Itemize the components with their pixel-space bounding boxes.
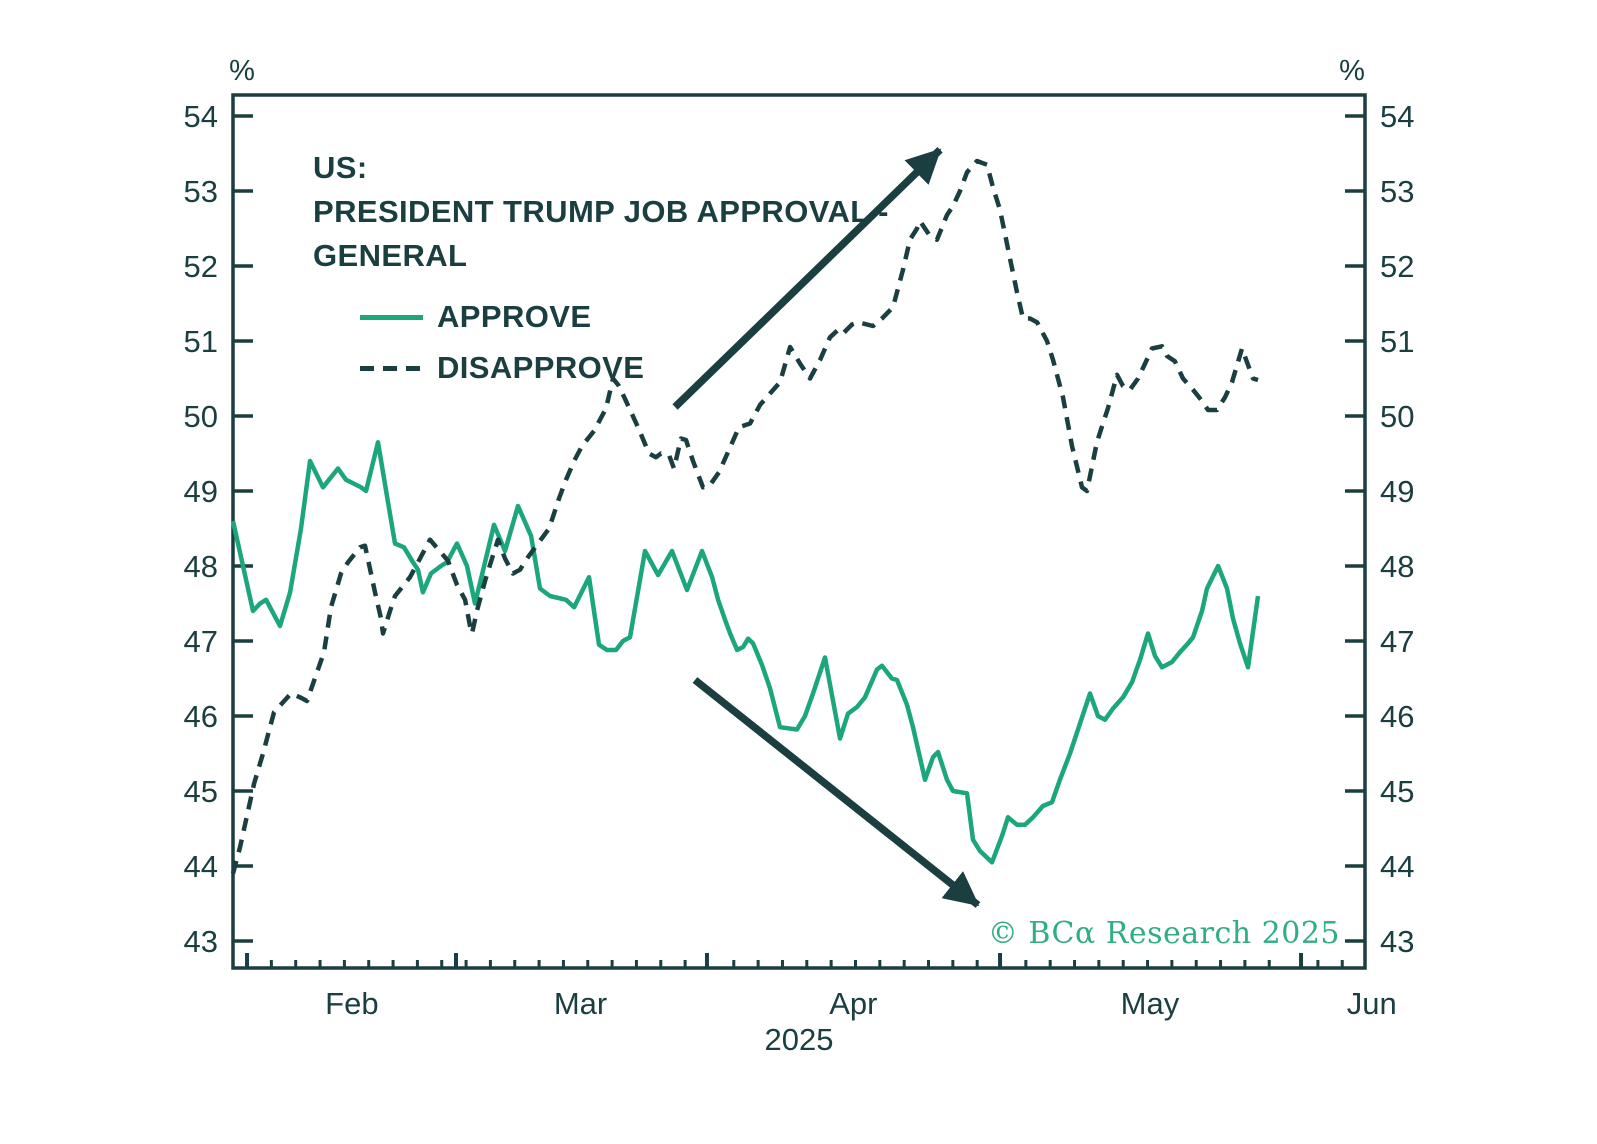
month-label-apr: Apr bbox=[829, 986, 877, 1021]
y-tick-label-left: 48 bbox=[184, 549, 218, 584]
y-tick-label-left: 49 bbox=[184, 474, 218, 509]
y-tick-label-left: 51 bbox=[184, 324, 218, 359]
month-label-jun: Jun bbox=[1347, 986, 1397, 1021]
y-tick-label-left: 43 bbox=[184, 924, 218, 959]
approval-falling-arrow bbox=[692, 677, 981, 908]
y-tick-label-left: 44 bbox=[184, 849, 218, 884]
plot-border bbox=[231, 93, 1367, 970]
y-tick-label-left: 54 bbox=[184, 99, 218, 134]
chart-title: US: PRESIDENT TRUMP JOB APPROVAL - GENER… bbox=[313, 146, 889, 278]
disapprove-line-swatch bbox=[360, 365, 423, 371]
y-tick-label-right: 46 bbox=[1380, 699, 1414, 734]
chart-title-line1: US: bbox=[313, 150, 368, 185]
legend-item-disapprove: DISAPPROVE bbox=[360, 350, 645, 385]
year-label: 2025 bbox=[765, 1022, 834, 1057]
y-tick-label-right: 49 bbox=[1380, 474, 1414, 509]
legend-label-approve: APPROVE bbox=[437, 299, 592, 334]
y-tick-label-left: 47 bbox=[184, 624, 218, 659]
y-axis-unit-left: % bbox=[229, 55, 255, 87]
chart-title-line3: GENERAL bbox=[313, 238, 468, 273]
y-tick-label-right: 51 bbox=[1380, 324, 1414, 359]
approve-line-swatch bbox=[360, 314, 423, 320]
approve-line bbox=[230, 440, 1261, 865]
y-tick-label-left: 50 bbox=[184, 399, 218, 434]
disapprove-line bbox=[230, 158, 1259, 875]
month-label-mar: Mar bbox=[554, 986, 607, 1021]
y-tick-label-right: 53 bbox=[1380, 174, 1414, 209]
chart-title-line2: PRESIDENT TRUMP JOB APPROVAL - bbox=[313, 194, 889, 229]
y-tick-label-right: 54 bbox=[1380, 99, 1414, 134]
legend-label-disapprove: DISAPPROVE bbox=[437, 350, 645, 385]
y-tick-label-right: 45 bbox=[1380, 774, 1414, 809]
legend-item-approve: APPROVE bbox=[360, 299, 592, 334]
month-label-feb: Feb bbox=[325, 986, 378, 1021]
y-tick-label-right: 44 bbox=[1380, 849, 1414, 884]
disapproval-rising-arrow bbox=[672, 147, 943, 410]
y-axis-unit-right: % bbox=[1339, 55, 1365, 87]
bca-research-watermark: © BCα Research 2025 bbox=[987, 916, 1340, 951]
y-tick-label-left: 46 bbox=[184, 699, 218, 734]
y-tick-label-right: 43 bbox=[1380, 924, 1414, 959]
y-tick-label-right: 47 bbox=[1380, 624, 1414, 659]
y-tick-label-right: 50 bbox=[1380, 399, 1414, 434]
y-tick-label-left: 45 bbox=[184, 774, 218, 809]
month-label-may: May bbox=[1121, 986, 1180, 1021]
y-tick-label-right: 52 bbox=[1380, 249, 1414, 284]
y-tick-label-left: 53 bbox=[184, 174, 218, 209]
y-tick-label-right: 48 bbox=[1380, 549, 1414, 584]
y-tick-label-left: 52 bbox=[184, 249, 218, 284]
